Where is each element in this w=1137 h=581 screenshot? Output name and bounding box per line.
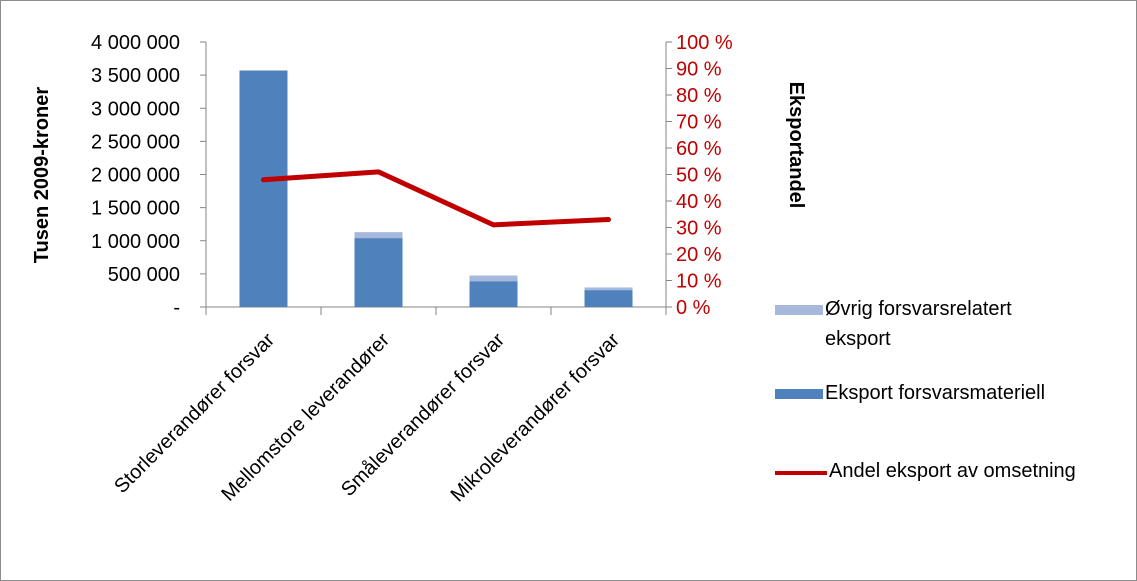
right-tick-label: 50 % (676, 165, 722, 187)
share-line-path (261, 169, 611, 228)
legend-item-eksport: Eksport forsvarsmateriell (775, 381, 1125, 408)
left-tick-label: 1 000 000 (91, 231, 180, 253)
left-tick-label: - (173, 297, 180, 319)
legend-label-andel: Andel eksport av omsetning (829, 460, 1076, 482)
right-axis-ticks: 100 % 90 % 80 % 70 % 60 % 50 % 40 % 30 % 20 % 10 … (676, 32, 733, 319)
right-tick-label: 90 % (676, 59, 722, 81)
left-tick-label: 500 000 (108, 264, 180, 286)
bars (239, 70, 633, 307)
left-tick-label: 1 500 000 (91, 198, 180, 220)
bar-ovrig-3 (584, 287, 633, 291)
y2-axis-title: Eksportandel (785, 82, 807, 209)
right-tick-label: 40 % (676, 191, 722, 213)
legend-item-ovrig: Øvrig forsvarsrelatert eksport (775, 297, 1125, 354)
right-tick-label: 70 % (676, 112, 722, 134)
legend-swatch-eksport (775, 389, 823, 399)
left-tick-label: 3 500 000 (91, 65, 180, 87)
legend-label-eksport: Eksport forsvarsmateriell (825, 382, 1046, 404)
share-point-3 (608, 219, 609, 221)
legend-item-andel: Andel eksport av omsetning (775, 459, 1129, 486)
bar-ovrig-2 (469, 275, 518, 282)
bar-eksport-0 (239, 70, 288, 307)
left-tick-label: 2 000 000 (91, 165, 180, 187)
right-tick-label: 80 % (676, 85, 722, 107)
right-tick-label: 0 % (676, 297, 711, 319)
right-tick-label: 10 % (676, 271, 722, 293)
right-tick-label: 30 % (676, 218, 722, 240)
share-point-0 (263, 179, 264, 181)
legend-swatch-andel (775, 471, 827, 475)
left-tick-label: 4 000 000 (91, 32, 180, 54)
bar-eksport-3 (584, 290, 633, 307)
left-axis-ticks: 4 000 000 3 500 000 3 000 000 2 500 000 2 00… (91, 32, 180, 319)
legend-label-ovrig-line1: Øvrig forsvarsrelatert (825, 298, 1012, 320)
right-tick-label: 100 % (676, 32, 733, 54)
left-tick-label: 3 000 000 (91, 98, 180, 120)
left-tick-label: 2 500 000 (91, 131, 180, 153)
share-point-1 (378, 171, 379, 173)
legend-label-ovrig-line2: eksport (825, 328, 891, 350)
bar-ovrig-1 (354, 232, 403, 239)
share-point-2 (493, 224, 494, 226)
right-tick-label: 60 % (676, 138, 722, 160)
share-line (261, 169, 611, 228)
bar-eksport-2 (469, 281, 518, 307)
legend-swatch-ovrig (775, 305, 823, 315)
bar-eksport-1 (354, 238, 403, 307)
y-axis-title: Tusen 2009-kroner (31, 87, 53, 264)
right-tick-label: 20 % (676, 244, 722, 266)
